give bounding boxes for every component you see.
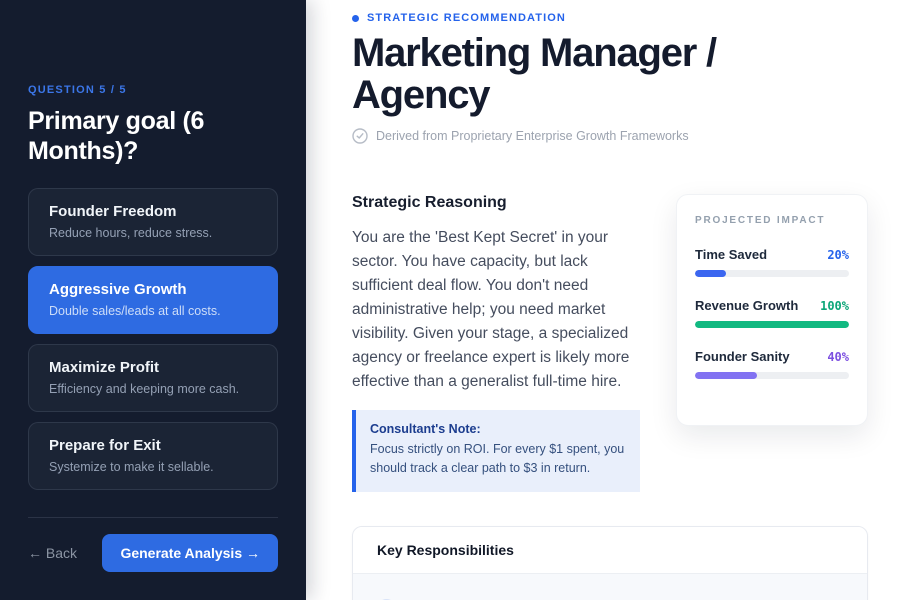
progress-bar [695,321,849,328]
bullet-dot-icon [352,14,359,22]
option-subtitle: Systemize to make it sellable. [49,460,214,474]
option-title: Aggressive Growth [49,281,187,298]
option-title: Prepare for Exit [49,437,161,454]
question-sidebar: QUESTION 5 / 5 Primary goal (6 Months)? … [0,0,306,600]
sidebar-footer: ← Back Generate Analysis → [28,517,278,572]
answer-options: Founder Freedom Reduce hours, reduce str… [28,188,278,490]
progress-bar-fill [695,270,726,277]
option-subtitle: Reduce hours, reduce stress. [49,226,213,240]
content-columns: Strategic Reasoning You are the 'Best Ke… [352,194,868,492]
key-responsibilities-card: Key Responsibilities ✓ Manage paid acqui… [352,525,868,600]
responsibilities-list: ✓ Manage paid acquisition campaigns (Met… [353,574,867,600]
metric-value: 100% [820,299,849,313]
responsibilities-heading: Key Responsibilities [353,526,867,574]
consultant-note: Consultant's Note: Focus strictly on ROI… [352,410,640,492]
check-icon: ✓ [377,598,396,600]
option-subtitle: Double sales/leads at all costs. [49,304,221,318]
metric-time-saved: Time Saved 20% [695,247,849,277]
option-title: Founder Freedom [49,203,177,220]
source-label: Derived from Proprietary Enterprise Grow… [376,129,689,143]
progress-bar-fill [695,372,757,379]
progress-bar-fill [695,321,849,328]
progress-bar [695,270,849,277]
eyebrow-label: STRATEGIC RECOMMENDATION [367,12,566,24]
metric-founder-sanity: Founder Sanity 40% [695,349,849,379]
back-button[interactable]: ← Back [28,545,78,561]
note-title: Consultant's Note: [370,422,481,437]
metric-value: 20% [827,248,849,262]
question-title: Primary goal (6 Months)? [28,107,205,165]
reasoning-heading: Strategic Reasoning [352,194,507,211]
eyebrow: STRATEGIC RECOMMENDATION [352,12,868,24]
metric-label: Time Saved [695,247,768,262]
option-subtitle: Efficiency and keeping more cash. [49,382,240,396]
reasoning-body: You are the 'Best Kept Secret' in your s… [352,229,630,391]
check-circle-icon [352,128,368,144]
metric-revenue-growth: Revenue Growth 100% [695,298,849,328]
option-founder-freedom[interactable]: Founder Freedom Reduce hours, reduce str… [28,188,278,256]
recommendation-panel: STRATEGIC RECOMMENDATION Marketing Manag… [306,0,900,600]
generate-analysis-button[interactable]: Generate Analysis → [102,534,278,572]
option-title: Maximize Profit [49,359,160,376]
metric-value: 40% [827,350,849,364]
metric-label: Founder Sanity [695,349,790,364]
projected-impact-card: PROJECTED IMPACT Time Saved 20% Revenue … [676,194,868,426]
recommendation-source: Derived from Proprietary Enterprise Grow… [352,128,868,144]
metric-label: Revenue Growth [695,298,799,313]
progress-bar [695,372,849,379]
option-prepare-for-exit[interactable]: Prepare for Exit Systemize to make it se… [28,422,278,490]
option-aggressive-growth[interactable]: Aggressive Growth Double sales/leads at … [28,266,278,334]
question-progress-label: QUESTION 5 / 5 [28,84,127,96]
note-body: Focus strictly on ROI. For every $1 spen… [370,442,625,476]
impact-heading: PROJECTED IMPACT [695,215,826,226]
option-maximize-profit[interactable]: Maximize Profit Efficiency and keeping m… [28,344,278,412]
strategic-reasoning-section: Strategic Reasoning You are the 'Best Ke… [352,194,640,492]
recommendation-title: Marketing Manager / Agency [352,31,717,117]
